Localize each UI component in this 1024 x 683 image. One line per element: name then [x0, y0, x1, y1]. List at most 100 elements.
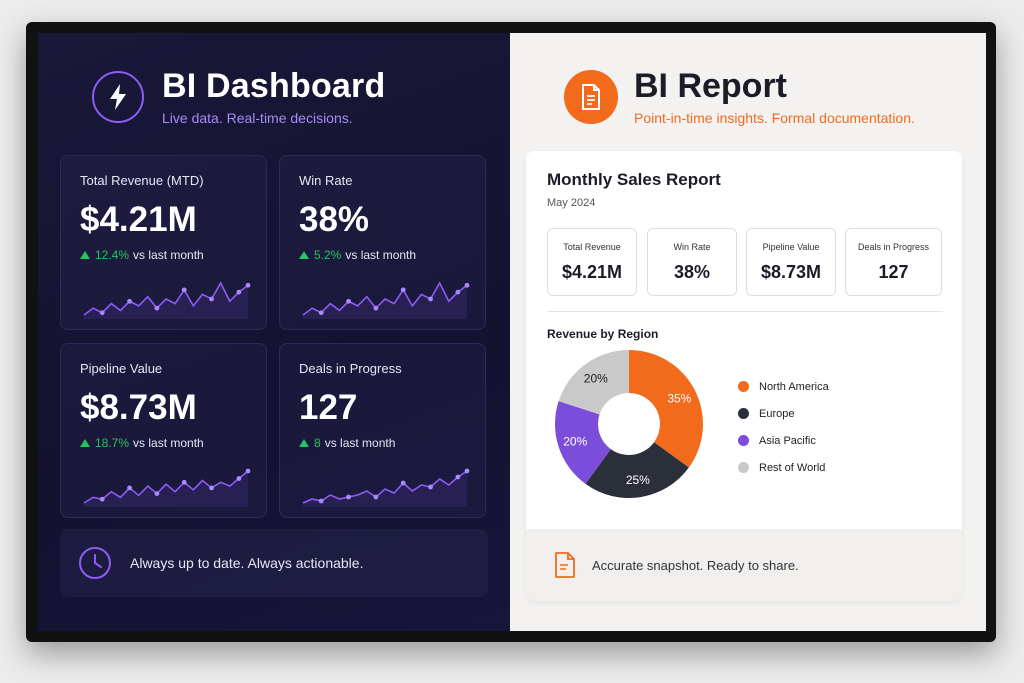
sparkline-point [99, 496, 105, 502]
sparkline-point [154, 305, 160, 311]
sparkline-point [455, 289, 461, 295]
metric-label: Pipeline Value [762, 242, 820, 252]
donut-slice-label: 25% [626, 473, 650, 487]
sparkline [83, 468, 251, 507]
legend-item: North America [738, 373, 829, 400]
kpi-value: $4.21M [80, 200, 197, 239]
clock-icon [79, 547, 111, 579]
metric-label: Deals in Progress [857, 242, 930, 252]
kpi-card-deals-in-progress[interactable]: Deals in Progress 127 8 vs last month [279, 343, 486, 518]
dashboard-panel: BI Dashboard Live data. Real-time decisi… [38, 33, 510, 631]
sparkline-point [318, 310, 324, 316]
sparkline-point [428, 296, 433, 302]
sparkline-point [209, 296, 214, 302]
sparkline-point [209, 485, 214, 491]
sparkline-point [373, 305, 379, 311]
donut-slice-label: 20% [563, 434, 587, 448]
sparkline [302, 468, 470, 507]
sparkline-point [245, 468, 251, 474]
trend-up-icon [299, 439, 309, 447]
report-header: BI Report Point-in-time insights. Formal… [564, 67, 915, 126]
kpi-card-win-rate[interactable]: Win Rate 38% 5.2% vs last month [279, 155, 486, 330]
report-subtitle: Point-in-time insights. Formal documenta… [634, 110, 915, 126]
kpi-label: Deals in Progress [299, 361, 402, 376]
legend-item: Europe [738, 400, 829, 427]
revenue-donut-chart: 35% 25% 20% 20% [555, 350, 703, 498]
kpi-change-suffix: vs last month [133, 248, 204, 262]
sparkline-point [245, 282, 251, 288]
metric-total-revenue: Total Revenue $4.21M [547, 228, 637, 296]
kpi-change-value: 8 [314, 436, 321, 450]
legend-label: Asia Pacific [759, 434, 816, 447]
report-title: BI Report [634, 67, 787, 105]
sparkline [302, 281, 470, 319]
sparkline-line [302, 281, 468, 316]
sparkline-point [428, 484, 433, 490]
legend-item: Rest of World [738, 454, 829, 481]
dashboard-header: BI Dashboard Live data. Real-time decisi… [92, 67, 385, 126]
report-card-title: Monthly Sales Report [547, 170, 721, 189]
document-icon [564, 69, 618, 124]
report-card: Monthly Sales Report May 2024 Total Reve… [526, 151, 962, 601]
donut-slice-label: 20% [584, 371, 608, 385]
sparkline-point [464, 282, 470, 288]
legend-label: Europe [759, 407, 795, 420]
sparkline-point [236, 289, 242, 295]
kpi-label: Pipeline Value [80, 361, 163, 376]
kpi-label: Win Rate [299, 173, 353, 188]
report-footer: Accurate snapshot. Ready to share. [526, 529, 962, 601]
legend-item: Asia Pacific [738, 427, 829, 454]
kpi-card-total-revenue[interactable]: Total Revenue (MTD) $4.21M 12.4% vs last… [60, 155, 267, 330]
sparkline [83, 281, 251, 319]
legend-swatch [738, 381, 749, 392]
sparkline-point [400, 480, 406, 486]
report-panel: BI Report Point-in-time insights. Formal… [510, 33, 986, 631]
kpi-change: 12.4% vs last month [80, 248, 247, 262]
trend-up-icon [299, 251, 309, 259]
sparkline-point [346, 494, 351, 500]
metric-label: Total Revenue [563, 242, 621, 252]
kpi-value: 38% [299, 200, 370, 239]
sparkline-point [346, 298, 351, 304]
metric-deals-in-progress: Deals in Progress 127 [845, 228, 942, 296]
sparkline-point [181, 287, 187, 293]
kpi-change-value: 12.4% [95, 248, 130, 262]
screen: BI Dashboard Live data. Real-time decisi… [38, 33, 986, 631]
donut-slice [629, 350, 703, 468]
legend-label: Rest of World [759, 461, 826, 474]
sparkline-area [303, 283, 467, 319]
sparkline-point [154, 491, 160, 496]
legend-swatch [738, 462, 749, 473]
revenue-by-region-title: Revenue by Region [547, 327, 659, 341]
report-footer-text: Accurate snapshot. Ready to share. [592, 557, 799, 573]
lightning-bolt-icon [92, 70, 144, 123]
legend-label: North America [759, 380, 829, 393]
legend-swatch [738, 408, 749, 419]
kpi-change-suffix: vs last month [345, 248, 417, 262]
kpi-change-suffix: vs last month [133, 436, 204, 450]
dashboard-title: BI Dashboard [162, 67, 386, 105]
divider [547, 311, 943, 312]
sparkline-point [400, 287, 406, 293]
sparkline-point [181, 479, 187, 485]
sparkline-point [99, 310, 105, 316]
donut-slice [558, 350, 629, 415]
metric-label: Win Rate [673, 242, 711, 252]
legend-swatch [738, 435, 749, 446]
metric-value: 38% [673, 262, 711, 282]
sparkline-line [302, 470, 468, 504]
dashboard-footer: Always up to date. Always actionable. [60, 529, 488, 597]
kpi-card-pipeline-value[interactable]: Pipeline Value $8.73M 18.7% vs last mont… [60, 343, 267, 518]
metric-win-rate: Win Rate 38% [647, 228, 737, 296]
chart-legend: North America Europe Asia Pacific Rest o… [738, 373, 829, 481]
metric-pipeline-value: Pipeline Value $8.73M [746, 228, 836, 296]
sparkline-line [83, 281, 249, 316]
sparkline-point [373, 494, 379, 500]
kpi-label: Total Revenue (MTD) [80, 173, 204, 188]
metric-value: $4.21M [561, 262, 623, 282]
metric-value: $8.73M [760, 262, 822, 282]
donut-slice [555, 401, 611, 484]
sparkline-area [84, 283, 248, 319]
report-card-date: May 2024 [547, 197, 596, 209]
dashboard-subtitle: Live data. Real-time decisions. [162, 110, 353, 126]
